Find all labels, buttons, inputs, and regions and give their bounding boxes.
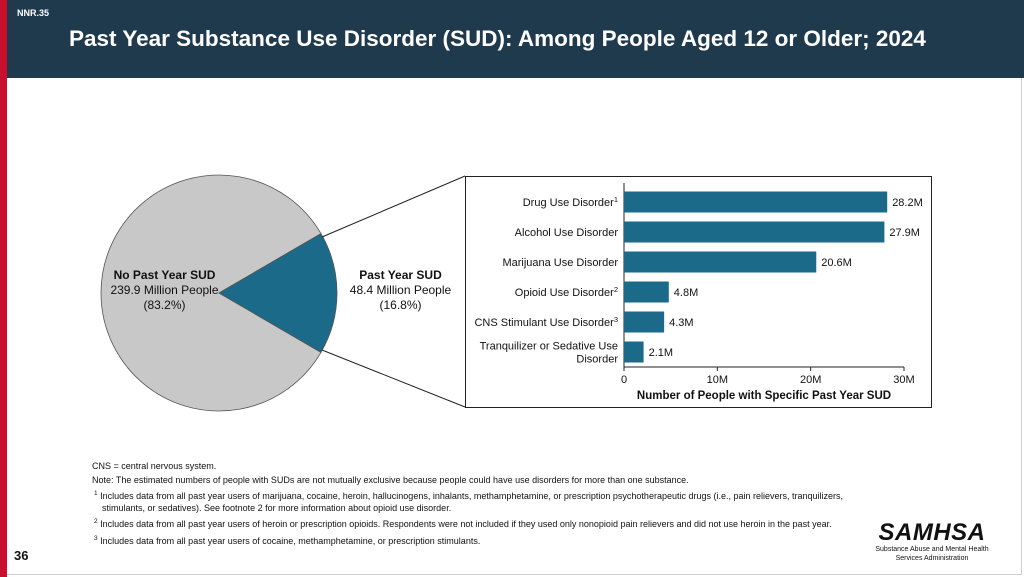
footnote-mark: 3 — [94, 534, 98, 542]
category-label: Marijuana Use Disorder — [502, 257, 618, 269]
pie-label-no-sud: No Past Year SUD 239.9 Million People (8… — [92, 268, 237, 313]
footnote-1: 1 Includes data from all past year users… — [92, 488, 852, 514]
footnote-3: 3 Includes data from all past year users… — [92, 533, 852, 548]
bar-value-label: 4.3M — [669, 317, 693, 329]
abbreviation-note: CNS = central nervous system. — [92, 461, 217, 471]
samhsa-logo: SAMHSA Substance Abuse and Mental Health… — [872, 520, 992, 563]
no-sud-heading: No Past Year SUD — [113, 268, 216, 282]
sud-count: 48.4 Million People — [349, 283, 452, 297]
x-tick-label: 10M — [707, 374, 728, 386]
logo-subtitle-line2: Services Administration — [895, 554, 969, 562]
x-axis-title: Number of People with Specific Past Year… — [637, 390, 891, 402]
footnote-mark: 1 — [94, 490, 98, 497]
category-label: Tranquilizer or Sedative Use Disorder — [480, 341, 619, 366]
category-label: Alcohol Use Disorder — [515, 227, 619, 239]
general-note: Note: The estimated numbers of people wi… — [92, 474, 689, 485]
pie-slice-no-sud — [100, 174, 322, 412]
page-number: 36 — [14, 548, 29, 563]
footnote-text: Includes data from all past year users o… — [100, 535, 481, 546]
pie-label-sud: Past Year SUD 48.4 Million People (16.8%… — [338, 268, 463, 313]
no-sud-percent: (83.2%) — [143, 298, 186, 312]
category-label: Opioid Use Disorder2 — [515, 285, 618, 299]
bar — [624, 221, 885, 243]
bar-value-label: 20.6M — [821, 257, 852, 269]
accent-bar — [0, 0, 7, 577]
bar-value-label: 28.2M — [892, 197, 923, 209]
x-tick-label: 0 — [621, 374, 627, 386]
bar-chart-box: 28.2M Drug Use Disorder1 27.9M Alcohol Use … — [465, 176, 932, 408]
bar-value-label: 4.8M — [674, 287, 698, 299]
x-tick-label: 20M — [800, 374, 821, 386]
footnotes: CNS = central nervous system. Note: The … — [92, 461, 852, 549]
category-label: Drug Use Disorder1 — [523, 195, 618, 209]
bar — [624, 251, 817, 273]
bar — [624, 311, 665, 333]
bar — [624, 191, 888, 213]
x-tick-label: 30M — [893, 374, 914, 386]
connector-line-top — [321, 175, 466, 238]
category-label: CNS Stimulant Use Disorder3 — [474, 315, 618, 329]
pie-slice-sud — [218, 233, 338, 353]
sud-percent: (16.8%) — [379, 298, 422, 312]
no-sud-count: 239.9 Million People — [110, 283, 219, 297]
slide-id: NNR.35 — [17, 8, 50, 18]
footnote-mark: 2 — [94, 518, 98, 525]
footnote-2: 2 Includes data from all past year users… — [92, 516, 852, 531]
logo-wordmark: SAMHSA — [878, 519, 986, 546]
connector-line-bottom — [321, 349, 466, 408]
footnote-text: Includes data from all past year users o… — [100, 519, 832, 529]
sud-heading: Past Year SUD — [359, 268, 442, 282]
bar — [624, 281, 669, 303]
bar-value-label: 27.9M — [889, 227, 920, 239]
slide-title: Past Year Substance Use Disorder (SUD): … — [69, 26, 926, 51]
bar-value-label: 2.1M — [649, 347, 673, 359]
footnote-text: Includes data from all past year users o… — [100, 491, 844, 513]
logo-subtitle-line1: Substance Abuse and Mental Health — [875, 546, 989, 553]
bar-chart: 28.2M Drug Use Disorder1 27.9M Alcohol Use … — [474, 183, 923, 402]
bar — [624, 341, 644, 363]
slide-header: NNR.35 Past Year Substance Use Disorder … — [7, 0, 1024, 78]
